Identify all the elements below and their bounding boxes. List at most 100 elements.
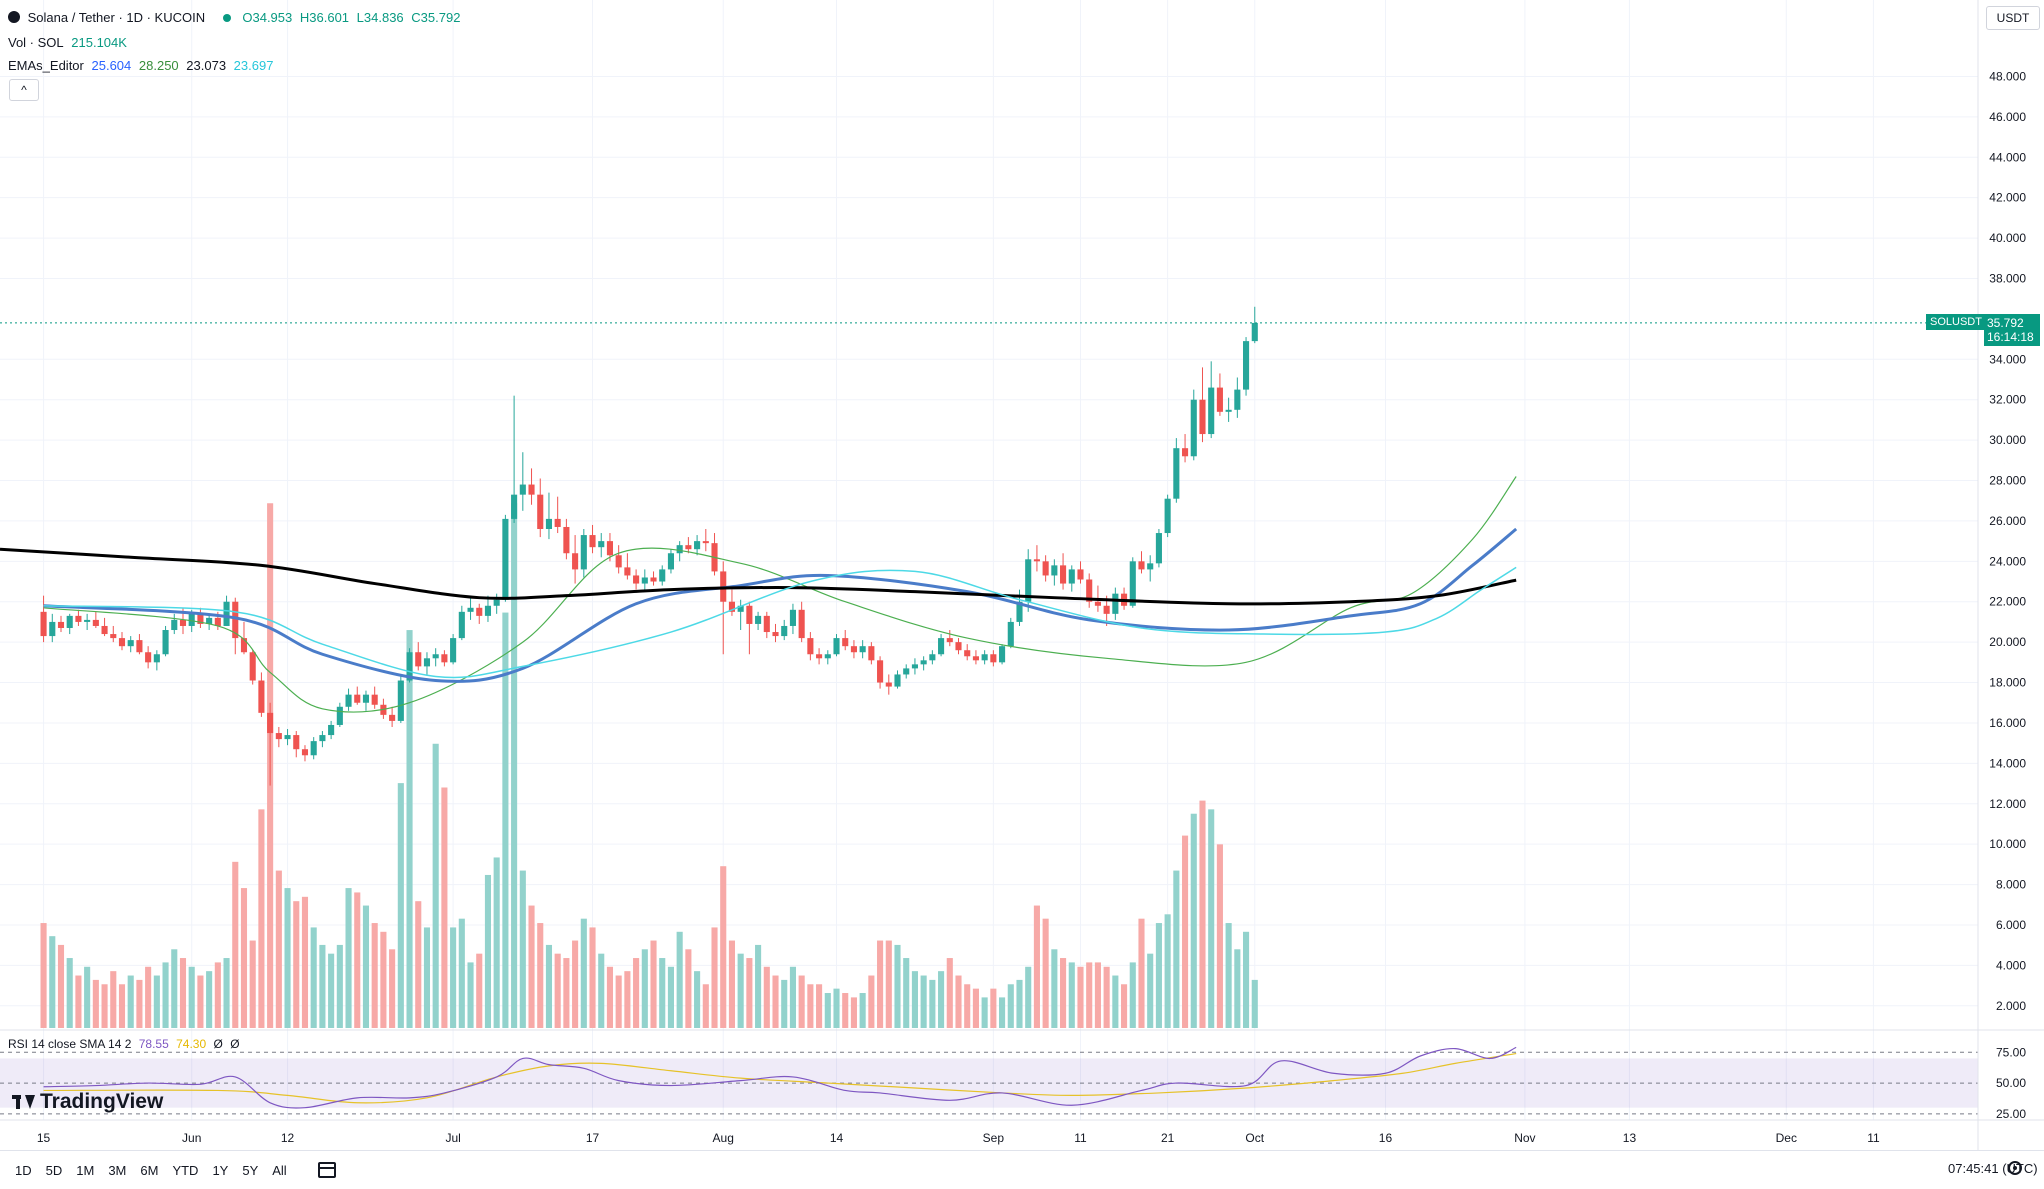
candle-body [615,555,622,568]
candle-body [563,526,570,554]
brand-name: TradingView [40,1090,164,1113]
rsi-extra-2: Ø [230,1037,240,1051]
tradingview-logo[interactable]: TradingView [12,1090,163,1114]
volume-bar [476,953,483,1028]
candle-body [850,646,857,653]
volume-bar [1182,835,1189,1028]
candle-body [502,518,509,600]
volume-bar [545,944,553,1028]
volume-bar [110,971,117,1028]
candle-body [179,619,187,626]
candle-body [824,654,831,659]
volume-bar [493,857,500,1028]
volume-bar [127,975,134,1028]
candle-body [284,735,291,740]
range-1m[interactable]: 1M [76,1162,95,1178]
utc-clock[interactable]: 07:45:41 (UTC) [1948,1161,2038,1176]
volume-bar [423,927,431,1028]
time-tick-label: Jun [182,1131,201,1145]
candle-body [877,660,884,683]
range-1y[interactable]: 1Y [212,1162,229,1178]
candle-body [781,625,788,637]
volume-bar [850,997,857,1028]
ema-legend[interactable]: EMAs_Editor 25.604 28.250 23.073 23.697 [8,58,277,73]
candle-body [537,494,544,529]
ema-line [43,566,1517,679]
volume-bar [75,975,82,1028]
calendar-icon[interactable] [317,1162,336,1178]
volume-bar [1208,809,1215,1028]
candle-body [84,619,91,622]
candle-body [1234,389,1241,410]
candle-body [1147,563,1154,570]
market-status-icon [222,14,231,22]
volume-bar [240,888,248,1028]
volume-legend[interactable]: Vol · SOL 215.104K [8,35,131,50]
candle-body [92,619,99,626]
candle-body [301,749,309,756]
volume-bar [929,979,936,1028]
volume-bar [641,949,648,1028]
range-ytd[interactable]: YTD [172,1162,199,1178]
volume-bar [519,870,526,1028]
last-price-value: 35.792 [1987,315,2024,330]
candle-body [789,609,796,626]
candle-body [136,640,143,653]
volume-bar [772,975,779,1028]
candle-body [624,567,631,576]
volume-bar [171,949,178,1028]
price-tick-label: 18.000 [1989,676,2026,690]
rsi-tick-label: 50.00 [1996,1076,2026,1090]
candle-body [1103,605,1110,614]
time-tick-label: 16 [1379,1131,1393,1145]
volume-bar [920,975,927,1028]
volume-bar [441,787,448,1028]
range-all[interactable]: All [272,1162,287,1178]
volume-bar [1173,870,1180,1028]
volume-bar [1216,844,1223,1028]
volume-bar [859,993,866,1028]
volume-bar [1051,949,1058,1028]
price-tick-label: 24.000 [1989,554,2026,568]
candle-body [214,617,221,626]
range-5d[interactable]: 5D [45,1162,63,1178]
currency-button[interactable]: USDT [1986,6,2040,30]
volume-bar [1251,979,1258,1028]
volume-bar [1121,984,1128,1028]
volume-bar [737,953,744,1028]
volume-bar [1243,931,1250,1028]
volume-bar [66,958,73,1028]
volume-bar [755,944,762,1028]
symbol-legend[interactable]: Solana / Tether · 1D · KUCOIN O34.953 H3… [8,10,464,25]
candle-body [415,652,422,667]
candle-body [397,680,404,721]
volume-bar [1033,905,1040,1028]
range-3m[interactable]: 3M [108,1162,127,1178]
volume-bar [1199,800,1206,1028]
candle-body [728,601,735,612]
volume-bar [1068,962,1075,1028]
volume-bar [763,966,770,1028]
candle-body [406,652,413,681]
collapse-legend-button[interactable]: ^ [9,79,39,101]
rsi-legend[interactable]: RSI 14 close SMA 14 2 78.55 74.30 Ø Ø [8,1037,244,1051]
volume-bar [537,923,544,1028]
range-6m[interactable]: 6M [140,1162,159,1178]
candle-body [1190,399,1197,457]
candle-body [903,668,910,675]
volume-bar [1016,979,1023,1028]
volume-bar [467,962,474,1028]
candle-body [659,569,666,582]
volume-bar [336,944,343,1028]
volume-bar [450,927,457,1028]
candle-body [859,646,866,653]
gear-icon[interactable] [2008,1161,2022,1175]
candle-body [206,617,213,624]
candle-body [1225,409,1232,412]
range-1d[interactable]: 1D [15,1162,32,1178]
candle-body [345,694,352,707]
range-5y[interactable]: 5Y [242,1162,259,1178]
volume-bar [990,988,997,1028]
candle-body [1243,341,1250,390]
